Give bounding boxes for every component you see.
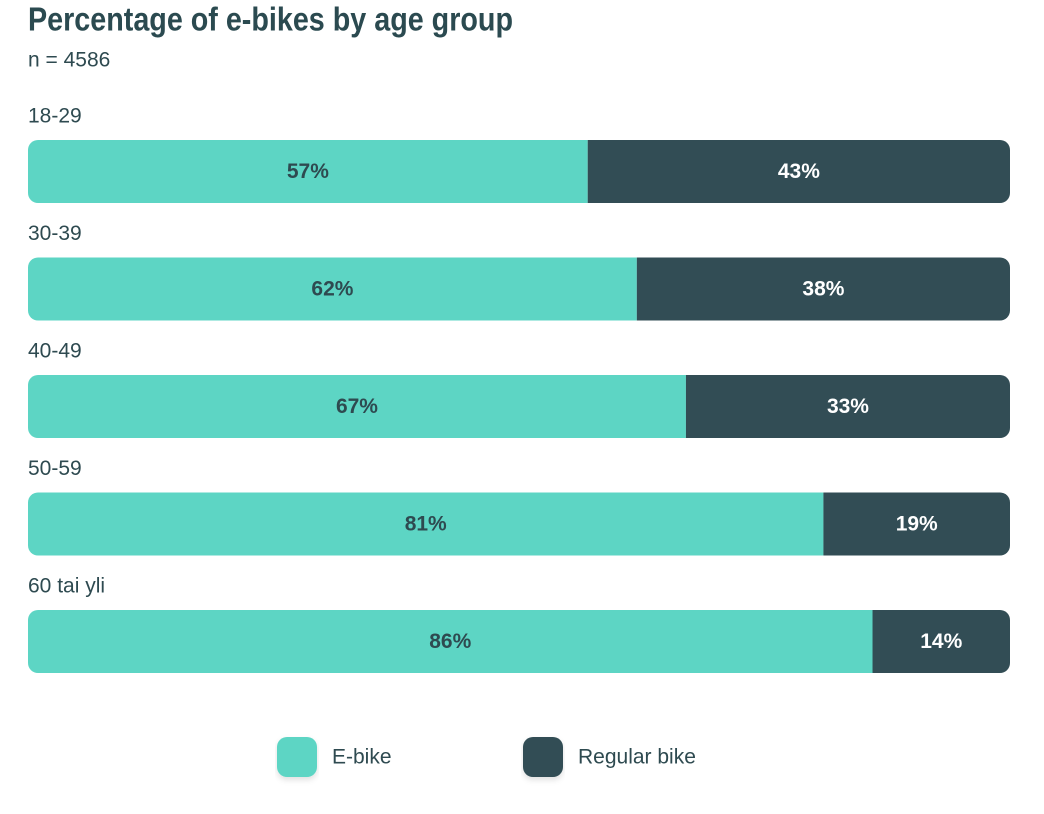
value-label: 33%: [827, 395, 869, 418]
value-label: 38%: [802, 278, 844, 301]
legend-label: Regular bike: [578, 746, 696, 769]
bar-segment: [28, 257, 637, 321]
value-label: 43%: [778, 160, 820, 183]
value-label: 14%: [920, 630, 962, 653]
category-label: 30-39: [28, 222, 82, 245]
bar-row: [28, 492, 1010, 556]
value-label: 19%: [896, 513, 938, 536]
bar-row: [28, 375, 1010, 438]
bar-segment: [28, 140, 588, 203]
value-label: 62%: [311, 278, 353, 301]
value-label: 57%: [287, 160, 329, 183]
legend-swatch: [523, 737, 563, 777]
category-label: 18-29: [28, 105, 82, 128]
bar-segment: [28, 610, 873, 673]
bar-segment: [685, 375, 1010, 438]
bar-segment: [28, 375, 686, 438]
bar-segment: [587, 140, 1010, 203]
legend-swatch: [277, 737, 317, 777]
value-label: 67%: [336, 395, 378, 418]
value-label: 81%: [405, 513, 447, 536]
bar-row: [28, 610, 1010, 673]
bar-row: [28, 257, 1010, 321]
chart-title: Percentage of e-bikes by age group: [28, 1, 513, 38]
bar-segment: [823, 492, 1010, 556]
subtitle: n = 4586: [28, 49, 110, 72]
category-label: 40-49: [28, 340, 82, 363]
bar-segment: [872, 610, 1010, 673]
bar-segment: [28, 492, 824, 556]
bar-row: [28, 140, 1010, 203]
category-label: 60 tai yli: [28, 575, 105, 598]
legend-label: E-bike: [332, 746, 392, 769]
bar-segment: [636, 257, 1010, 321]
value-label: 86%: [429, 630, 471, 653]
category-label: 50-59: [28, 457, 82, 480]
